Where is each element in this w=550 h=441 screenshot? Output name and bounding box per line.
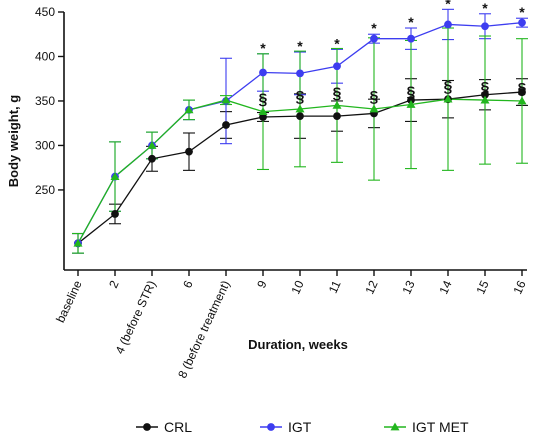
legend-igt-marker [267,423,275,431]
legend-crl-label: CRL [164,419,192,435]
significance-section: § [333,85,342,102]
significance-star: * [519,4,525,20]
significance-star: * [260,40,266,56]
significance-section: § [407,85,416,102]
significance-section: § [296,89,305,106]
x-tick-label: 11 [326,278,344,296]
igt-point [407,34,415,43]
x-tick-label: baseline [53,278,85,325]
crl-point [296,112,304,120]
igt-met-point [369,104,379,113]
significance-section: § [259,92,268,109]
axes-layer: 250 300 350 400 450 baseline 24 (before STR) 6… [6,5,529,380]
legend-igt-label: IGT [288,419,312,435]
igt-met-point [332,100,342,109]
crl-point [518,88,526,96]
significance-section: § [444,79,453,96]
y-tick-label: 450 [35,5,55,19]
x-axis-title: Duration, weeks [248,337,348,352]
x-ticks: baseline 24 (before STR) 68 (before treatm… [53,270,529,380]
igt-met-point [258,107,268,116]
igt-met-point [517,96,527,105]
x-tick-label: 2 [106,278,122,290]
x-tick-label: 6 [180,278,196,290]
igt-point [518,18,526,27]
igt-point [296,69,304,78]
igt-point [333,62,341,71]
igt-met-point [295,104,305,113]
igt-point [444,20,452,29]
legend-igt-met-marker [390,422,400,431]
x-tick-label: 15 [473,278,491,296]
igt-met-point [184,105,194,114]
x-tick-label: 9 [254,278,270,290]
significance-star: * [445,0,451,11]
x-tick-label: 4 (before STR) [112,278,158,356]
x-tick-label: 12 [362,278,380,296]
igt-met-point [110,172,120,180]
crl-point [222,121,230,129]
significance-star: * [371,20,377,36]
legend-crl-marker [143,423,151,431]
significance-section: § [481,80,490,97]
igt-met-point [147,140,157,149]
igt-point [370,34,378,43]
y-tick-label: 400 [35,49,55,63]
significance-section: § [518,81,527,98]
crl-point [259,113,267,121]
igt-met-point [221,95,231,104]
significance-star: * [408,14,414,30]
markers-layer [73,18,527,248]
annotations-layer: * * * * * * * * § § § § § § § § [259,0,527,109]
significance-star: * [297,38,303,54]
x-tick-label: 8 (before treatment) [175,278,233,380]
y-tick-label: 350 [35,94,55,108]
igt-met-point [480,95,490,104]
crl-point [481,90,489,99]
igt-point [259,68,267,77]
crl-point [111,210,119,218]
igt-met-point [73,238,83,247]
significance-star: * [482,0,488,16]
y-ticks: 250 300 350 400 450 [35,5,64,197]
x-tick-label: 14 [436,278,454,296]
x-tick-label: 13 [399,278,417,296]
significance-star: * [334,35,340,51]
igt-met-point [406,100,416,108]
y-axis-title: Body weight, g [6,95,21,188]
igt-met-point [443,94,453,103]
y-tick-label: 300 [35,138,55,152]
x-tick-label: 10 [288,278,306,296]
crl-point [185,147,193,156]
igt-point [481,22,489,31]
legend-igt-met-label: IGT MET [412,419,469,435]
y-tick-label: 250 [35,183,55,197]
crl-point [333,112,341,120]
legend: CRL IGT IGT MET [136,419,469,435]
crl-point [148,154,156,163]
significance-section: § [370,89,379,106]
x-tick-label: 16 [510,278,528,296]
